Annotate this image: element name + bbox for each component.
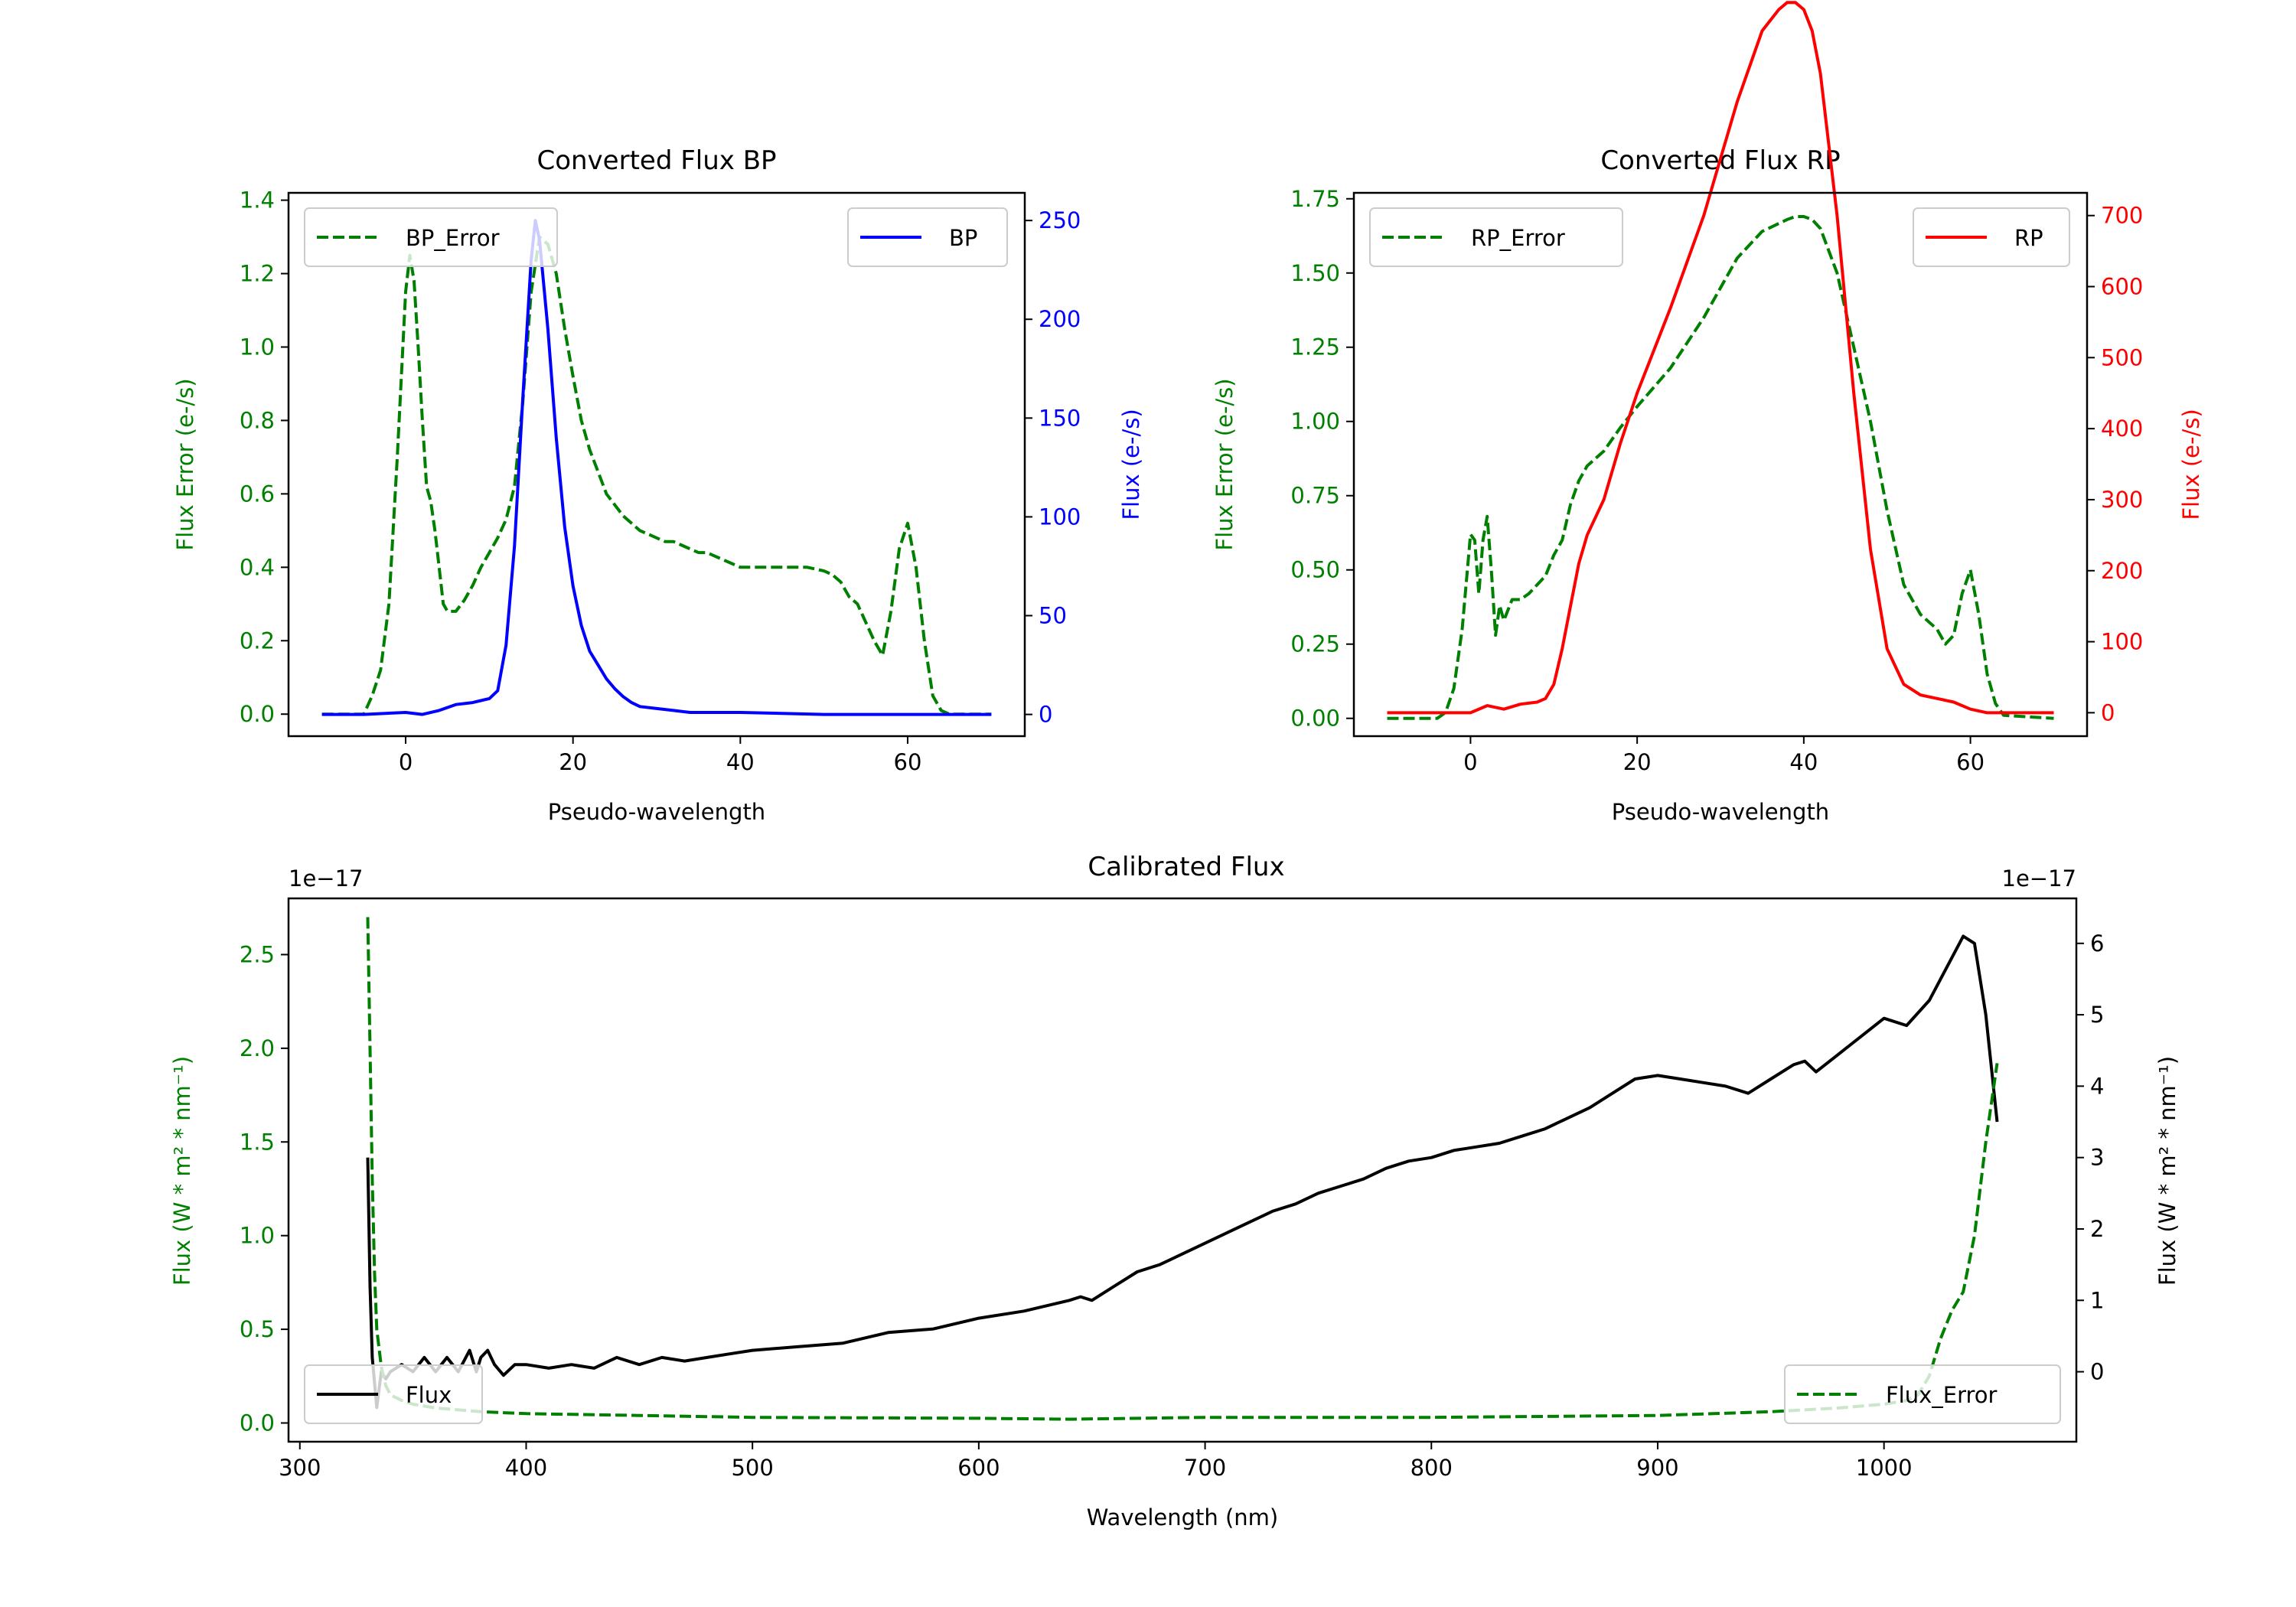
cal-y-tick-label-right: 5	[2090, 1002, 2104, 1028]
rp-y-tick-label-right: 0	[2101, 699, 2115, 725]
bp-y-tick-label-left: 0.6	[240, 481, 275, 507]
rp-y-tick-label-left: 1.25	[1290, 334, 1340, 360]
rp-x-tick-label: 0	[1463, 749, 1477, 775]
bp-y-tick-label-right: 100	[1039, 504, 1081, 530]
rp-y-tick-label-left: 1.00	[1290, 409, 1340, 435]
cal-y-tick-label-left: 2.5	[240, 941, 275, 967]
bp-x-tick-label: 40	[726, 749, 755, 775]
calibrated-chart: Calibrated Flux 1e−17 1e−17 300 400 500 600…	[169, 852, 2180, 1530]
cal-legend-flux: Flux	[304, 1364, 483, 1424]
bp-y-tick-label-left: 1.4	[240, 187, 275, 214]
rp-y-axis-label-right: Flux (e-/s)	[2178, 409, 2204, 520]
cal-legend-error: Flux_Error	[1784, 1364, 2061, 1424]
rp-y-tick-label-left: 0.00	[1290, 706, 1340, 732]
rp-y-tick-label-left: 1.75	[1290, 186, 1340, 212]
cal-y-tick-label-right: 3	[2090, 1145, 2104, 1171]
cal-y-tick-label-left: 0.5	[240, 1316, 275, 1342]
cal-y-tick-label-left: 0.0	[240, 1410, 275, 1436]
cal-y-tick-label-right: 2	[2090, 1216, 2104, 1242]
bp-legend-error: BP_Error	[304, 207, 558, 267]
rp-y-tick-label-left: 1.50	[1290, 260, 1340, 286]
bp-x-tick-label: 20	[559, 749, 587, 775]
rp-chart: Converted Flux RP 0 20 40 60 0.000.250.500.…	[1212, 1, 2204, 825]
cal-x-axis-label: Wavelength (nm)	[1087, 1504, 1279, 1530]
cal-y-tick-label-right: 0	[2090, 1359, 2104, 1385]
cal-x-tick-label: 900	[1636, 1455, 1678, 1481]
bp-x-axis-label: Pseudo-wavelength	[548, 799, 765, 825]
cal-plot-frame	[287, 897, 2078, 1443]
rp-x-tick-label: 40	[1789, 749, 1818, 775]
rp-y-tick-label-right: 300	[2101, 487, 2143, 513]
rp-y-tick-label-right: 700	[2101, 203, 2143, 229]
rp-y-tick-label-right: 600	[2101, 274, 2143, 300]
cal-y-tick-label-right: 6	[2090, 931, 2104, 957]
rp-legend-error-label: RP_Error	[1471, 225, 1565, 251]
bp-y-tick-label-right: 150	[1039, 405, 1081, 431]
cal-x-tick-label: 700	[1184, 1455, 1226, 1481]
rp-y-tick-label-right: 500	[2101, 344, 2143, 370]
rp-legend-flux-label: RP	[2014, 225, 2043, 251]
rp-y-tick-label-left: 0.25	[1290, 631, 1340, 657]
bp-y-tick-label-right: 200	[1039, 306, 1081, 332]
bp-y-tick-label-left: 1.0	[240, 334, 275, 360]
bp-y-tick-label-right: 0	[1039, 702, 1052, 728]
cal-y-tick-label-left: 1.5	[240, 1129, 275, 1155]
bp-y-tick-label-right: 250	[1039, 207, 1081, 233]
bp-y-tick-label-left: 1.2	[240, 261, 275, 287]
bp-chart: Converted Flux BP 0 20 40 60 0.0 0.2 0.4 0.6 0.…	[172, 145, 1144, 825]
rp-y-tick-label-right: 100	[2101, 629, 2143, 655]
rp-y-tick-label-left: 0.75	[1290, 483, 1340, 509]
bp-legend-flux: BP	[847, 207, 1008, 267]
cal-offset-right: 1e−17	[2002, 865, 2077, 892]
rp-legend-error: RP_Error	[1369, 207, 1623, 267]
rp-x-tick-label: 20	[1623, 749, 1652, 775]
cal-legend-flux-label: Flux	[406, 1382, 452, 1408]
cal-x-tick-label: 400	[505, 1455, 547, 1481]
bp-series-bp-error-line	[321, 235, 992, 716]
cal-offset-left: 1e−17	[289, 865, 364, 892]
rp-legend-flux: RP	[1913, 207, 2070, 267]
cal-x-tick-label: 1000	[1856, 1455, 1913, 1481]
bp-y-tick-label-left: 0.8	[240, 407, 275, 433]
rp-x-axis-label: Pseudo-wavelength	[1612, 799, 1829, 825]
cal-x-tick-label: 600	[957, 1455, 1000, 1481]
cal-y-axis-label-right: Flux (W * m² * nm⁻¹)	[2154, 1056, 2180, 1286]
cal-x-tick-label: 800	[1411, 1455, 1453, 1481]
cal-y-tick-label-left: 1.0	[240, 1223, 275, 1249]
bp-legend-error-label: BP_Error	[406, 225, 500, 251]
cal-y-tick-label-left: 2.0	[240, 1035, 275, 1061]
cal-legend-error-label: Flux_Error	[1886, 1382, 1998, 1408]
cal-x-tick-label: 500	[731, 1455, 773, 1481]
cal-y-axis-label-left: Flux (W * m² * nm⁻¹)	[169, 1056, 195, 1286]
bp-y-tick-label-left: 0.4	[240, 554, 275, 580]
bp-series-bp-line	[321, 219, 992, 716]
cal-chart-title: Calibrated Flux	[1088, 852, 1284, 882]
bp-y-axis-label-left: Flux Error (e-/s)	[172, 378, 198, 550]
rp-series-rp-line	[1387, 1, 2054, 715]
bp-y-tick-label-left: 0.2	[240, 627, 275, 654]
rp-plot-frame	[1352, 191, 2089, 738]
cal-x-tick-label: 300	[279, 1455, 321, 1481]
bp-chart-title: Converted Flux BP	[536, 145, 776, 176]
bp-y-axis-label-right: Flux (e-/s)	[1118, 409, 1144, 520]
rp-y-axis-label-left: Flux Error (e-/s)	[1212, 378, 1238, 550]
rp-x-tick-label: 60	[1956, 749, 1985, 775]
cal-y-tick-label-right: 1	[2090, 1287, 2104, 1313]
bp-plot-frame	[287, 191, 1026, 738]
bp-legend-flux-label: BP	[949, 225, 977, 251]
bp-y-tick-label-left: 0.0	[240, 701, 275, 727]
rp-y-tick-label-left: 0.50	[1290, 557, 1340, 583]
cal-y-tick-label-right: 4	[2090, 1073, 2104, 1099]
rp-y-tick-label-right: 400	[2101, 416, 2143, 442]
bp-y-tick-label-right: 50	[1039, 603, 1067, 629]
bp-x-tick-label: 0	[399, 749, 413, 775]
rp-y-tick-label-right: 200	[2101, 558, 2143, 584]
bp-x-tick-label: 60	[894, 749, 922, 775]
